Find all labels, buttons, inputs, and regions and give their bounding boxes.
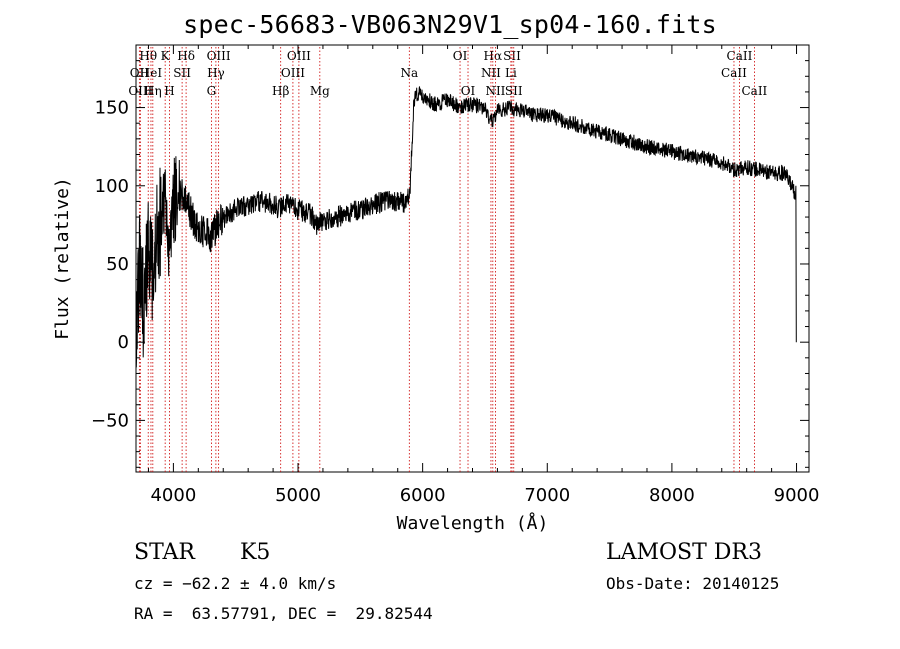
line-label-nii: NII: [485, 84, 505, 98]
x-tick-label-5000: 5000: [275, 485, 321, 506]
line-label-caii: CaII: [741, 84, 767, 98]
spectrum-line: [135, 86, 797, 368]
line-label-hδ: Hδ: [177, 49, 195, 63]
x-tick-label-4000: 4000: [150, 485, 196, 506]
line-label-sii: SII: [503, 49, 521, 63]
line-label-oiii: OIII: [281, 66, 305, 80]
y-axis-label: Flux (relative): [52, 177, 73, 340]
line-label-k: K: [161, 49, 171, 63]
line-label-hα: Hα: [484, 49, 503, 63]
line-label-nii: NII: [481, 66, 501, 80]
chart-title: spec-56683-VB063N29V1_sp04-160.fits: [183, 10, 717, 39]
line-label-caii: CaII: [721, 66, 747, 80]
redshift-readout: cz = −62.2 ± 4.0 km/s: [134, 574, 337, 593]
line-label-hβ: Hβ: [272, 84, 289, 98]
x-tick-label-8000: 8000: [649, 485, 695, 506]
line-label-oi: OI: [461, 84, 476, 98]
object-subclass: K5: [240, 540, 271, 565]
line-label-oii: OII: [130, 66, 150, 80]
coordinates-readout: RA = 63.57791, DEC = 29.82544: [134, 604, 433, 623]
x-tick-label-9000: 9000: [774, 485, 820, 506]
line-label-oiii: OIII: [287, 49, 311, 63]
line-label-g: G: [207, 84, 217, 98]
line-label-mg: Mg: [310, 84, 330, 98]
line-label-h: H: [164, 84, 174, 98]
survey-name: LAMOST DR3: [606, 540, 762, 565]
y-tick-label--50: −50: [91, 410, 129, 431]
line-label-oi: OI: [453, 49, 468, 63]
y-tick-label-100: 100: [95, 176, 129, 197]
line-label-hγ: Hγ: [207, 66, 225, 80]
x-tick-label-7000: 7000: [524, 485, 570, 506]
line-label-caii: CaII: [727, 49, 753, 63]
line-label-oiii: OIII: [207, 49, 231, 63]
line-label-hei: HeI: [140, 66, 163, 80]
observation-date: Obs-Date: 20140125: [606, 574, 780, 593]
line-label-sii: SII: [173, 66, 191, 80]
line-label-li: Li: [505, 66, 517, 80]
x-tick-label-6000: 6000: [400, 485, 446, 506]
y-tick-label-0: 0: [118, 332, 129, 353]
line-label-oiii: OIII: [128, 84, 152, 98]
y-tick-label-150: 150: [95, 98, 129, 119]
x-axis-label: Wavelength (Å): [397, 512, 549, 534]
y-tick-label-50: 50: [106, 254, 129, 275]
line-label-na: Na: [400, 66, 418, 80]
object-class: STAR: [134, 540, 195, 565]
line-label-hθ: Hθ: [139, 49, 157, 63]
line-label-sii: SII: [505, 84, 523, 98]
line-label-hη: Hη: [144, 84, 162, 98]
